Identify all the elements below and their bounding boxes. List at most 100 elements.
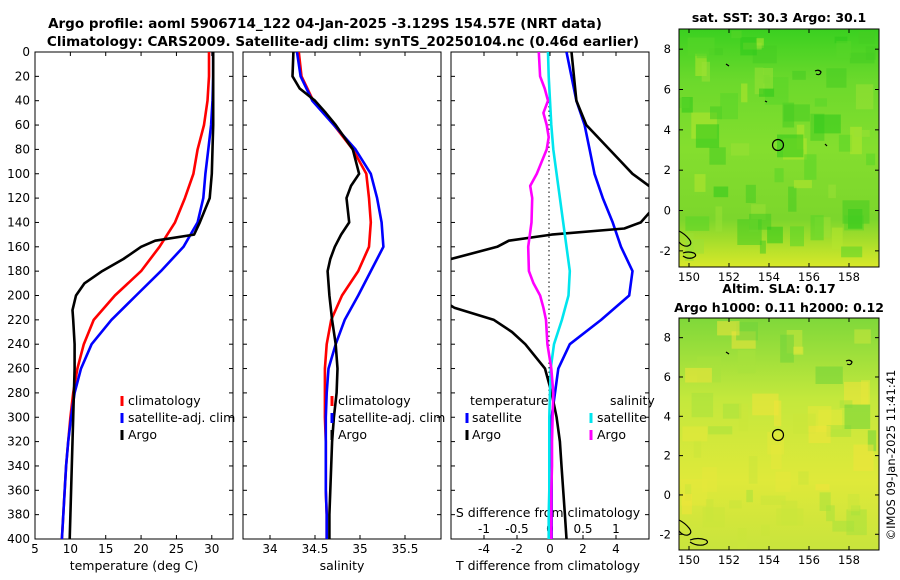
legend-label-satellite: satellite-adj. clim: [128, 410, 235, 425]
field-patch: [858, 31, 875, 44]
depth-tick-label: 220: [7, 313, 30, 327]
map-x-tick-label: 154: [758, 270, 780, 284]
field-patch: [736, 322, 758, 341]
field-patch: [730, 143, 750, 156]
s-diff-tick-label: 0.5: [573, 522, 592, 536]
field-patch: [867, 430, 877, 452]
legend-label-climatology: climatology: [338, 393, 411, 408]
field-patch: [849, 52, 875, 64]
x-tick-label: 15: [98, 542, 113, 556]
depth-tick-label: 240: [7, 337, 30, 351]
legend-label-climatology: climatology: [128, 393, 201, 408]
field-patch: [793, 180, 812, 189]
field-patch: [759, 88, 775, 97]
field-patch: [737, 350, 756, 374]
field-patch: [861, 380, 871, 405]
field-patch: [839, 400, 853, 408]
map-x-tick-label: 152: [718, 270, 740, 284]
field-patch: [710, 106, 722, 120]
depth-tick-label: 0: [22, 45, 30, 59]
legend-label-s-argo: Argo: [597, 427, 626, 442]
field-patch: [836, 41, 852, 59]
sst-map: [679, 29, 879, 267]
field-patch: [854, 130, 870, 137]
map-x-tick-label: 158: [838, 553, 860, 567]
map-y-tick-label: 2: [664, 449, 671, 463]
field-patch: [780, 334, 794, 363]
field-patch: [775, 471, 791, 492]
field-patch: [826, 505, 835, 522]
legend-title-temperature: temperature: [470, 393, 549, 408]
field-patch: [740, 37, 757, 56]
field-patch: [729, 500, 742, 509]
field-patch: [682, 426, 708, 442]
temperature-xlabel: temperature (deg C): [70, 558, 199, 573]
s-diff-tick-label: -0.5: [505, 522, 528, 536]
depth-tick-label: 300: [7, 410, 30, 424]
title-line-2: Climatology: CARS2009. Satellite-adj cli…: [47, 34, 639, 50]
field-patch: [761, 524, 770, 536]
field-patch: [828, 184, 836, 199]
timestamp: ©IMOS 09-Jan-2025 11:41:41: [884, 370, 898, 541]
legend-label-t-argo: Argo: [472, 427, 501, 442]
t-difference-xlabel: T difference from climatology: [455, 558, 641, 573]
field-patch: [815, 366, 843, 384]
field-patch: [782, 102, 795, 128]
field-patch: [774, 400, 782, 427]
x-tick-label: 4: [612, 542, 620, 556]
depth-tick-label: 360: [7, 483, 30, 497]
depth-tick-label: 400: [7, 532, 30, 546]
sst-map-title: sat. SST: 30.3 Argo: 30.1: [692, 10, 866, 25]
map-y-tick-label: 6: [664, 83, 671, 97]
x-tick-label: 34: [262, 542, 277, 556]
field-patch: [804, 154, 817, 180]
x-tick-label: 34.5: [302, 542, 329, 556]
field-patch: [745, 184, 756, 203]
salinity-xlabel: salinity: [320, 558, 365, 573]
map-x-tick-label: 150: [678, 270, 700, 284]
field-patch: [760, 495, 786, 505]
sla-patches: [680, 321, 877, 550]
depth-tick-label: 140: [7, 215, 30, 229]
tick-marks: [34, 51, 649, 540]
series-line-argo: [68, 52, 215, 539]
field-patch: [832, 520, 855, 532]
sst-map-frame: [678, 28, 880, 268]
field-patch: [752, 393, 779, 416]
x-tick-label: 5: [31, 542, 39, 556]
field-patch: [792, 70, 806, 80]
field-patch: [826, 68, 847, 88]
field-patch: [713, 186, 729, 198]
island-1: [725, 351, 730, 355]
legend-label-t-satellite: satellite: [472, 410, 522, 425]
field-patch: [748, 456, 758, 484]
sla-map-subtitle: Argo h1000: 0.11 h2000: 0.12: [674, 300, 884, 315]
depth-tick-label: 280: [7, 386, 30, 400]
map-y-tick-label: 0: [664, 488, 671, 502]
field-patch: [752, 45, 777, 64]
sst-patches: [679, 30, 876, 261]
field-patch: [866, 153, 876, 166]
field-patch: [847, 494, 860, 512]
series-line-s-argo: [526, 52, 555, 539]
field-patch: [709, 147, 726, 165]
field-patch: [781, 500, 798, 526]
field-patch: [738, 403, 749, 432]
field-patch: [679, 97, 690, 108]
temperature-series: [60, 52, 215, 539]
field-patch: [681, 493, 692, 515]
field-patch: [737, 219, 762, 245]
field-patch: [819, 492, 831, 511]
field-patch: [865, 46, 876, 60]
depth-tick-label: 40: [15, 94, 30, 108]
field-patch: [841, 246, 863, 258]
depth-tick-label: 180: [7, 264, 30, 278]
depth-tick-label: 120: [7, 191, 30, 205]
map-y-tick-label: 0: [664, 204, 671, 218]
difference-legend: temperature salinity satellite Argo sate…: [465, 393, 655, 442]
field-patch: [854, 329, 871, 344]
map-y-tick-label: 8: [664, 331, 671, 345]
sla-map: [679, 318, 879, 550]
island-3: [824, 143, 828, 147]
x-tick-label: 2: [579, 542, 587, 556]
